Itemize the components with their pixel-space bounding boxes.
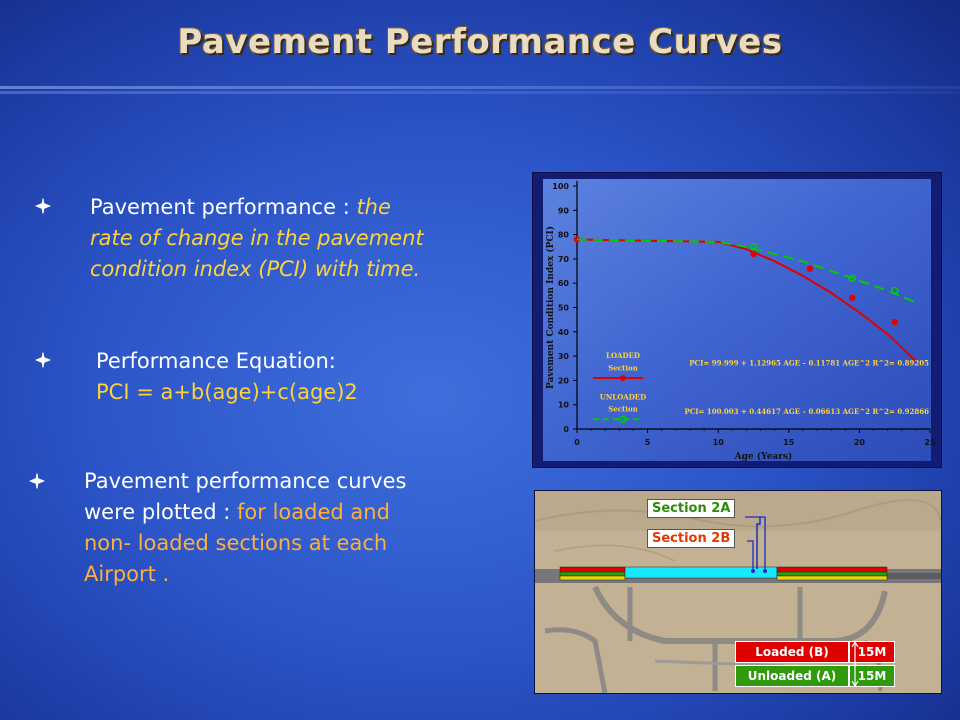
loaded-equation: PCI= 99.999 + 1.12965 AGE – 0.11781 AGE^… — [689, 358, 929, 367]
section-2a-label: Section 2A — [647, 499, 736, 518]
section-2b-label: Section 2B — [647, 529, 736, 548]
legend-unloaded-label: Unloaded (A) — [735, 665, 849, 687]
bullet-text-highlight: non- loaded sections at each — [84, 531, 388, 555]
airplane-icon — [28, 472, 46, 490]
bullet-performance-equation: Performance Equation: PCI = a+b(age)+c(a… — [96, 346, 496, 408]
chart-background — [543, 179, 931, 461]
x-tick-label: 25 — [924, 438, 936, 447]
y-tick-label: 100 — [552, 182, 569, 191]
bullet-text: Pavement performance : — [90, 195, 357, 219]
legend-unloaded-marker — [619, 415, 627, 424]
y-tick-label: 60 — [558, 279, 570, 288]
legend-loaded-marker — [620, 374, 626, 381]
unloaded-data-point — [848, 274, 857, 283]
x-tick-label: 15 — [783, 438, 795, 447]
x-tick-label: 10 — [713, 438, 725, 447]
loaded-data-point — [849, 294, 856, 301]
loaded-data-point — [750, 250, 757, 258]
y-axis-label: Pavement Condition Index (PCI) — [545, 226, 556, 389]
loaded-data-point — [891, 318, 898, 326]
y-tick-label: 10 — [558, 401, 570, 410]
legend-loaded-title: LOADED — [606, 351, 640, 360]
airplane-icon — [34, 197, 52, 215]
bullet-text-highlight: Airport . — [84, 562, 170, 586]
x-tick-label: 20 — [854, 438, 866, 447]
bullet-curves-plotted: Pavement performance curves were plotted… — [84, 466, 504, 590]
legend-loaded-width: 15M — [849, 641, 895, 663]
y-tick-label: 30 — [558, 352, 570, 361]
airplane-icon — [34, 351, 52, 369]
legend-unloaded-width: 15M — [849, 665, 895, 687]
legend-unloaded-title: UNLOADED — [600, 392, 646, 401]
y-tick-label: 0 — [563, 425, 569, 434]
bullet-text: Performance Equation: — [96, 349, 336, 373]
aerial-photo: Section 2A Section 2B Loaded (B) 15M Unl… — [534, 490, 942, 694]
header-stripe-lower — [0, 91, 960, 94]
bullet-text: Pavement performance curves — [84, 469, 407, 493]
loaded-data-point — [806, 265, 814, 272]
legend-unloaded-subtitle: Section — [608, 405, 637, 414]
header-stripe — [0, 86, 960, 89]
bullet-text-highlight: the — [356, 195, 391, 219]
slide-title: Pavement Performance Curves — [177, 22, 783, 62]
unloaded-data-point — [890, 286, 899, 295]
legend-loaded-label: Loaded (B) — [735, 641, 849, 663]
x-axis-label: Age (Years) — [734, 451, 793, 462]
y-tick-label: 80 — [558, 231, 570, 240]
bullet-performance-definition: Pavement performance : the rate of chang… — [90, 192, 490, 285]
x-tick-label: 5 — [645, 438, 651, 447]
bullet-text: were plotted : — [84, 500, 238, 524]
bullet-text-highlight: for loaded and — [237, 500, 390, 524]
unloaded-equation: PCI= 100.003 + 0.44617 AGE – 0.06613 AGE… — [684, 407, 929, 416]
y-tick-label: 20 — [558, 376, 570, 385]
chart-canvas: 0 10 20 30 40 50 60 70 80 90 100 0 5 10 15 20 25 Age (Yea… — [543, 179, 936, 462]
y-tick-label: 40 — [558, 328, 570, 337]
loaded-data-point — [573, 236, 581, 243]
pci-chart: 0 10 20 30 40 50 60 70 80 90 100 0 5 10 15 20 25 Age (Yea… — [532, 172, 942, 468]
equation-text: PCI = a+b(age)+c(age)2 — [96, 380, 358, 404]
y-tick-label: 70 — [558, 255, 570, 264]
unloaded-data-point — [749, 243, 758, 251]
width-arrow-icon — [851, 641, 859, 687]
bullet-text-highlight: condition index (PCI) with time. — [90, 257, 421, 281]
bullet-text-highlight: rate of change in the pavement — [90, 226, 424, 250]
legend-loaded-subtitle: Section — [608, 363, 637, 372]
y-tick-label: 50 — [558, 304, 570, 313]
series-curve-unloaded — [576, 238, 917, 304]
y-tick-label: 90 — [558, 206, 570, 215]
x-tick-label: 0 — [574, 438, 580, 447]
